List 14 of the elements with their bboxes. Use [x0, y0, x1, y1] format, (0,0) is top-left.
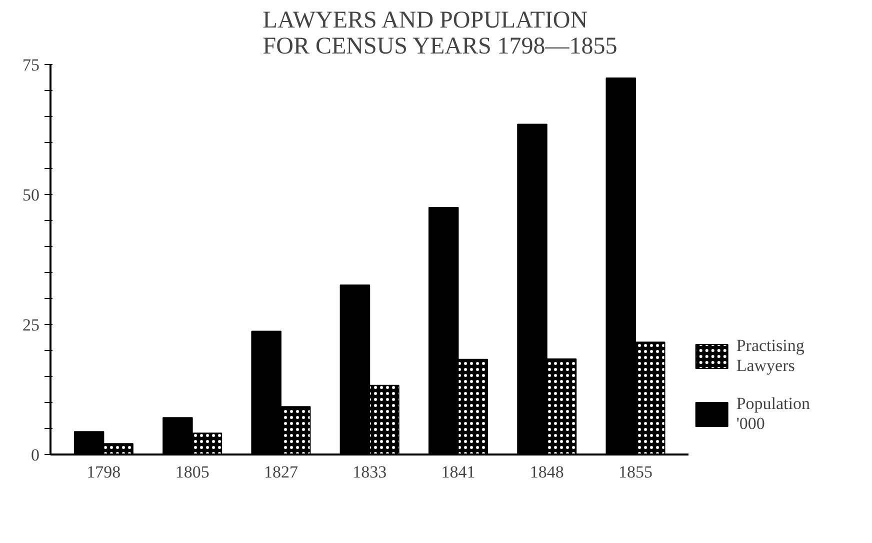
y-tick-label: 75 — [22, 56, 40, 74]
legend-label: Population '000 — [736, 394, 810, 434]
x-tick-label: 1833 — [352, 462, 387, 482]
x-tick-label: 1855 — [618, 462, 652, 482]
x-tick-label: 1848 — [530, 462, 564, 482]
y-tick-label: 0 — [31, 446, 40, 464]
y-tick-label: 25 — [22, 316, 40, 334]
x-tick-label: 1841 — [441, 462, 476, 482]
y-tick-label: 50 — [22, 186, 40, 204]
x-tick-label: 1805 — [175, 462, 210, 482]
x-tick-label: 1798 — [86, 462, 121, 482]
x-tick-label: 1827 — [264, 462, 298, 482]
chart-title: LAWYERS AND POPULATION FOR CENSUS YEARS 1798—1855 — [262, 8, 618, 60]
legend-label: Practising Lawyers — [736, 336, 804, 376]
